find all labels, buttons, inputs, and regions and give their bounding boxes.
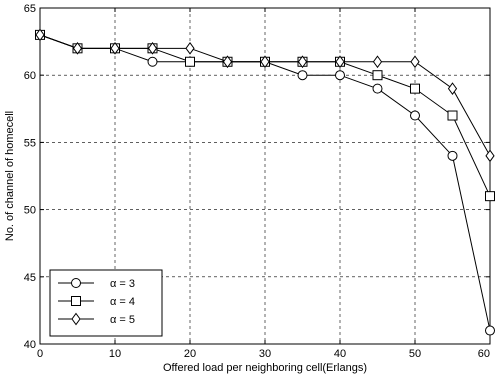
data-point-circle [447, 150, 458, 161]
data-point-square [372, 70, 383, 81]
x-tick-label: 0 [37, 348, 43, 360]
x-tick-label: 20 [184, 348, 196, 360]
y-axis-title: No. of channel of homecell [4, 111, 16, 241]
data-point-diamond [72, 41, 83, 55]
series-group [35, 28, 495, 336]
y-tick-label: 45 [24, 272, 36, 284]
x-axis-title: Offered load per neighboring cell(Erlang… [163, 362, 367, 374]
data-point-circle [410, 110, 420, 121]
data-point-diamond [260, 55, 270, 69]
x-tick-label: 30 [259, 348, 271, 360]
legend-marker-square [71, 296, 81, 306]
x-tick-label: 10 [109, 348, 121, 360]
legend-label: α = 5 [110, 314, 135, 326]
data-point-diamond [147, 41, 158, 55]
data-point-square [485, 191, 495, 202]
y-tick-label: 50 [24, 205, 36, 217]
y-tick-label: 55 [24, 137, 36, 149]
legend-label: α = 3 [110, 278, 135, 290]
legend-marker-circle [71, 278, 81, 288]
data-point-diamond [35, 28, 45, 42]
x-tick-label: 40 [334, 348, 346, 360]
data-point-diamond [222, 55, 233, 69]
data-point-diamond [110, 41, 120, 55]
data-point-diamond [335, 55, 345, 69]
data-point-circle [372, 83, 383, 94]
legend: α = 3 α = 4 α = 5 [49, 269, 163, 337]
series-diamond [35, 28, 495, 163]
legend-box [49, 269, 163, 337]
series-line-diamond [39, 34, 491, 157]
data-point-circle [147, 56, 158, 67]
data-point-diamond [297, 55, 308, 69]
legend-marker-diamond [71, 312, 81, 326]
x-tick-label: 60 [478, 348, 490, 360]
data-point-diamond [485, 149, 495, 163]
data-point-diamond [372, 55, 383, 69]
data-point-square [447, 110, 458, 121]
axis-ticks: 0 10 20 30 40 50 60 40 45 50 55 60 65 [24, 3, 491, 360]
data-point-circle [485, 325, 495, 336]
data-point-square [185, 56, 195, 67]
y-tick-label: 40 [24, 339, 36, 351]
data-point-square [410, 83, 420, 94]
legend-label: α = 4 [110, 296, 135, 308]
data-point-circle [335, 70, 345, 81]
y-tick-label: 60 [24, 70, 36, 82]
x-tick-label: 50 [409, 348, 421, 360]
data-point-diamond [410, 55, 420, 69]
data-point-circle [297, 70, 308, 81]
data-point-diamond [185, 41, 195, 55]
y-tick-label: 65 [24, 3, 36, 15]
data-point-diamond [447, 82, 458, 95]
